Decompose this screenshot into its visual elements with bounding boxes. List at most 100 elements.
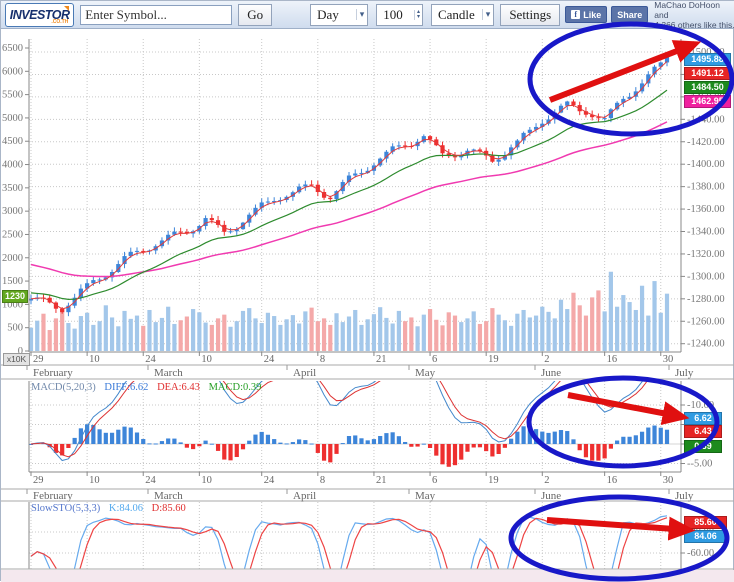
period-select[interactable]: Day ▾	[310, 3, 369, 26]
investor-logo[interactable]: INVESTOR .CO.TH	[5, 2, 75, 27]
candle-body	[490, 155, 495, 162]
volume-bar	[521, 309, 526, 351]
macd-bar	[234, 444, 239, 458]
period-value: Day	[317, 6, 339, 22]
month-label: June	[541, 490, 561, 502]
volume-axis-label: 0	[18, 346, 23, 357]
macd-bar	[390, 432, 395, 444]
facebook-share-button[interactable]: Share	[611, 6, 649, 23]
volume-bar	[533, 315, 539, 351]
volume-bar	[253, 318, 258, 351]
candle-body	[247, 214, 252, 223]
spin-down-icon[interactable]: ▾	[416, 13, 420, 20]
volume-axis-label: 500	[7, 323, 23, 334]
volume-bar	[184, 316, 189, 351]
facebook-like-button[interactable]: f Like	[565, 6, 608, 23]
macd-bar	[346, 436, 352, 444]
volume-bar	[546, 311, 551, 351]
bars-count-stepper[interactable]: 100 ▴ ▾	[376, 3, 423, 26]
social-proof-text: MaChao DoHoon and 4,366 others like this…	[654, 0, 734, 30]
macd-bar	[652, 425, 657, 444]
volume-axis-label: 3000	[2, 206, 23, 217]
macd-bar	[159, 441, 165, 444]
volume-bar	[396, 310, 401, 351]
macd-bar	[596, 444, 601, 461]
social-line2: 4,366 others like this.	[654, 19, 734, 30]
volume-bar	[608, 271, 613, 351]
volume-bar	[421, 314, 426, 351]
price-axis-label: -1420.00	[687, 137, 725, 148]
macd-bar	[128, 427, 133, 444]
sto-axis-label: -80.00	[687, 527, 714, 538]
day-tick-label: 10	[201, 475, 212, 486]
chevron-down-icon: ▾	[355, 9, 364, 20]
price-axis-label: -1380.00	[687, 182, 725, 193]
price-axis-label: -1480.00	[687, 69, 725, 80]
volume-axis-label: 6000	[2, 66, 23, 77]
candle-body	[303, 184, 308, 187]
candle-body	[103, 277, 108, 280]
settings-button[interactable]: Settings	[500, 3, 561, 26]
candle-body	[128, 251, 133, 257]
macd-histogram	[29, 424, 670, 467]
volume-bar	[141, 325, 146, 351]
macd-bar	[359, 438, 364, 444]
ma-mid-line	[30, 89, 668, 300]
volume-axis-label: 5500	[2, 90, 23, 101]
macd-bar	[85, 424, 90, 444]
chart-canvas[interactable]: -1500.00 -1480.00 -1460.00 -1440.00 -1420.00…	[1, 29, 734, 582]
candle-body	[515, 140, 520, 148]
logo-text: INVESTOR	[9, 7, 70, 22]
macd-bar	[209, 443, 214, 445]
volume-bar	[309, 307, 314, 351]
day-tick-label: 16	[607, 354, 618, 365]
candle-body	[141, 250, 146, 252]
volume-axis-label: 6500	[2, 43, 23, 54]
macd-bar	[490, 444, 495, 457]
candle-body	[521, 132, 526, 141]
volume-bar	[409, 317, 414, 351]
macd-bar	[72, 437, 77, 444]
macd-bar	[639, 431, 645, 444]
price-axis-label: -1360.00	[687, 204, 725, 215]
macd-bar	[533, 429, 539, 444]
candle-body	[365, 170, 370, 173]
macd-bar	[403, 441, 408, 444]
macd-bar	[496, 444, 501, 455]
macd-axis-label: -5.00	[687, 420, 709, 431]
macd-diff-line	[30, 381, 644, 462]
volume-bar	[321, 318, 327, 351]
macd-bar	[321, 444, 327, 461]
macd-bar	[340, 443, 345, 445]
chart-type-select[interactable]: Candle ▾	[430, 3, 495, 26]
day-tick-label: 10	[89, 354, 100, 365]
macd-bar	[378, 435, 383, 444]
month-label: July	[675, 367, 694, 379]
macd-bar	[29, 444, 34, 445]
day-tick-label: 19	[488, 354, 499, 365]
macd-bar	[259, 431, 264, 444]
day-tick-label: 8	[320, 354, 325, 365]
volume-bar	[78, 316, 83, 351]
spin-up-icon[interactable]: ▴	[416, 8, 420, 15]
macd-bar	[427, 444, 433, 448]
sto-axis-label: -60.00	[687, 548, 714, 559]
volume-bar	[484, 321, 489, 351]
volume-bar	[646, 315, 651, 351]
go-button[interactable]: Go	[238, 3, 273, 26]
macd-bar	[434, 444, 439, 456]
price-axis-label: -1460.00	[687, 92, 725, 103]
candle-body	[259, 202, 264, 208]
volume-axis-label: 4000	[2, 160, 23, 171]
volume-bar	[284, 319, 289, 351]
candle-body	[85, 283, 90, 289]
candle-body	[315, 184, 320, 193]
candle-body	[122, 256, 127, 265]
candle-body	[278, 199, 283, 201]
macd-bar	[484, 444, 489, 452]
symbol-input[interactable]	[80, 4, 233, 25]
volume-bar	[228, 326, 233, 351]
candle-body	[452, 156, 458, 158]
chevron-down-icon: ▾	[481, 9, 490, 20]
macd-bar	[440, 444, 445, 465]
